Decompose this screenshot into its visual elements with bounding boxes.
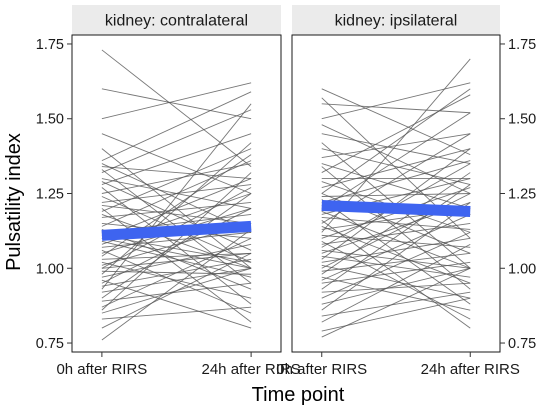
subject-line bbox=[321, 261, 471, 284]
facet-strip bbox=[292, 5, 500, 35]
subject-line bbox=[321, 214, 471, 281]
subject-line bbox=[321, 237, 471, 263]
subject-line bbox=[101, 249, 252, 314]
y-tick-label-right: 1.75 bbox=[508, 37, 536, 53]
subject-line bbox=[101, 282, 252, 302]
subject-line bbox=[321, 276, 471, 311]
subject-line bbox=[101, 208, 252, 323]
subject-line bbox=[101, 133, 252, 194]
subject-line bbox=[101, 202, 252, 218]
subject-line bbox=[101, 181, 252, 251]
subject-line bbox=[321, 124, 471, 194]
subject-line bbox=[321, 231, 471, 299]
subject-line bbox=[321, 264, 471, 299]
facet-strip bbox=[72, 5, 281, 35]
x-tick-label: 24h after RIRS bbox=[421, 361, 520, 378]
subject-line bbox=[321, 240, 471, 320]
subject-line bbox=[101, 82, 252, 120]
subject-line bbox=[321, 252, 471, 272]
subject-line bbox=[101, 252, 252, 329]
subject-line bbox=[101, 237, 252, 308]
subject-line bbox=[321, 103, 471, 114]
subject-line bbox=[321, 202, 471, 311]
subject-line bbox=[101, 142, 252, 275]
y-tick-label-left: 1.50 bbox=[36, 112, 64, 128]
y-tick-label-left: 1.75 bbox=[36, 37, 64, 53]
subject-line bbox=[101, 237, 252, 269]
subject-line bbox=[101, 88, 252, 120]
subject-line bbox=[101, 91, 252, 162]
subject-line bbox=[101, 148, 252, 212]
subject-line bbox=[321, 193, 471, 197]
subject-line bbox=[101, 306, 252, 320]
subject-line bbox=[321, 82, 471, 120]
subject-line bbox=[101, 133, 252, 185]
x-tick-label: 0h after RIRS bbox=[276, 361, 367, 378]
subject-line bbox=[321, 148, 471, 188]
subject-line bbox=[321, 255, 471, 278]
subject-line bbox=[321, 267, 471, 305]
panel-2: kidney: ipsilateral 0h after RIRS 24h afte… bbox=[276, 5, 520, 378]
subject-line bbox=[101, 166, 252, 179]
facet-title: kidney: contralateral bbox=[105, 13, 248, 30]
mean-line bbox=[101, 220, 252, 241]
y-tick-label-left: 1.00 bbox=[36, 261, 64, 277]
subject-line bbox=[321, 88, 471, 156]
subject-line bbox=[321, 291, 471, 317]
subject-line bbox=[101, 103, 252, 290]
subject-line bbox=[321, 267, 471, 338]
subject-line bbox=[101, 49, 252, 167]
subject-line bbox=[321, 133, 471, 165]
subject-line bbox=[101, 231, 252, 248]
subject-line bbox=[101, 252, 252, 269]
y-tick-label-left: 1.25 bbox=[36, 187, 64, 203]
subject-line bbox=[321, 243, 471, 323]
subject-line bbox=[321, 220, 471, 329]
y-axis-title: Pulsatility index bbox=[3, 133, 25, 271]
subject-line bbox=[101, 163, 252, 194]
subject-line bbox=[101, 267, 252, 293]
subject-line bbox=[101, 240, 252, 278]
x-tick-label: 0h after RIRS bbox=[56, 361, 147, 378]
panel-1: kidney: contralateral 0h after RIRS 24h af… bbox=[56, 5, 301, 378]
y-tick-label-right: 1.50 bbox=[508, 112, 536, 128]
subject-line bbox=[321, 234, 471, 248]
subject-line bbox=[101, 109, 252, 173]
subject-line bbox=[101, 172, 252, 311]
subject-line bbox=[101, 229, 252, 341]
y-tick-label-right: 1.25 bbox=[508, 187, 536, 203]
subject-line bbox=[321, 199, 471, 305]
subject-line bbox=[321, 184, 471, 290]
subject-line bbox=[101, 193, 252, 299]
subject-line bbox=[321, 94, 471, 173]
x-tick-label: 24h after RIRS bbox=[202, 361, 301, 378]
x-axis-title: Time point bbox=[252, 384, 345, 406]
mean-line bbox=[321, 199, 471, 217]
subject-line bbox=[321, 282, 471, 293]
subject-line bbox=[321, 249, 471, 269]
y-tick-label-right: 1.00 bbox=[508, 261, 536, 277]
subject-line bbox=[321, 163, 471, 209]
subject-line bbox=[321, 88, 471, 194]
subject-line bbox=[321, 172, 471, 275]
facet-title: kidney: ipsilateral bbox=[335, 13, 458, 30]
y-tick-label-left: 0.75 bbox=[36, 336, 64, 352]
y-tick-label-right: 0.75 bbox=[508, 336, 536, 352]
subject-line bbox=[321, 112, 471, 209]
subject-line bbox=[321, 211, 471, 269]
